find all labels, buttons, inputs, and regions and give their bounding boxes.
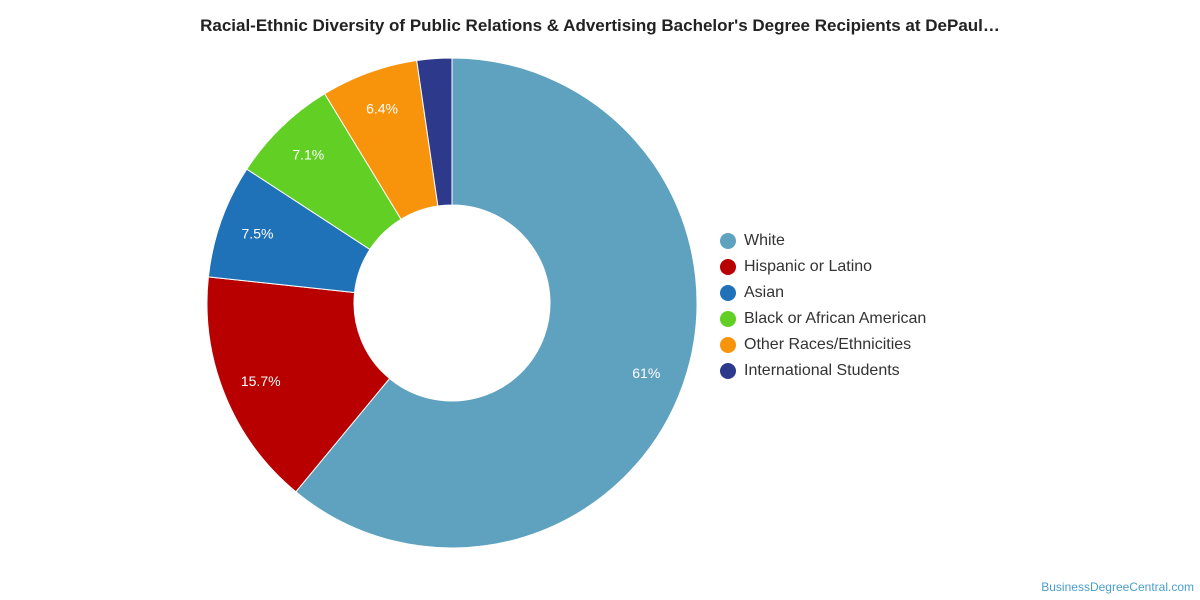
legend-label: Hispanic or Latino xyxy=(744,258,873,275)
legend-label: Black or African American xyxy=(744,310,927,327)
pie-slice-white[interactable] xyxy=(295,57,698,549)
legend-item-hispanic-or-latino[interactable]: Hispanic or Latino xyxy=(720,254,926,280)
legend-label: Other Races/Ethnicities xyxy=(744,336,912,353)
slice-data-label: 61% xyxy=(632,365,660,381)
legend-item-international-students[interactable]: International Students xyxy=(720,358,926,384)
legend-item-white[interactable]: White xyxy=(720,228,926,254)
pie-slice-international-students[interactable] xyxy=(416,57,453,207)
legend-label: White xyxy=(744,232,785,249)
legend-item-other-races-ethnicities[interactable]: Other Races/Ethnicities xyxy=(720,332,926,358)
pie-slice-hispanic-or-latino[interactable] xyxy=(206,276,391,493)
legend-item-black-or-african-american[interactable]: Black or African American xyxy=(720,306,926,332)
legend-swatch xyxy=(720,311,736,327)
legend-swatch xyxy=(720,285,736,301)
legend-swatch xyxy=(720,363,736,379)
watermark-link[interactable]: BusinessDegreeCentral.com xyxy=(1041,580,1194,594)
chart-legend: White Hispanic or Latino Asian Black or … xyxy=(720,228,926,384)
chart-title: Racial-Ethnic Diversity of Public Relati… xyxy=(200,16,1000,35)
slice-data-label: 15.7% xyxy=(241,373,281,389)
legend-label: International Students xyxy=(744,362,900,379)
legend-label: Asian xyxy=(744,284,785,301)
legend-swatch xyxy=(720,337,736,353)
legend-swatch xyxy=(720,233,736,249)
legend-swatch xyxy=(720,259,736,275)
legend-item-asian[interactable]: Asian xyxy=(720,280,926,306)
slice-data-label: 7.1% xyxy=(292,147,324,163)
slice-data-label: 7.5% xyxy=(242,226,274,242)
slice-data-label: 6.4% xyxy=(366,101,398,117)
